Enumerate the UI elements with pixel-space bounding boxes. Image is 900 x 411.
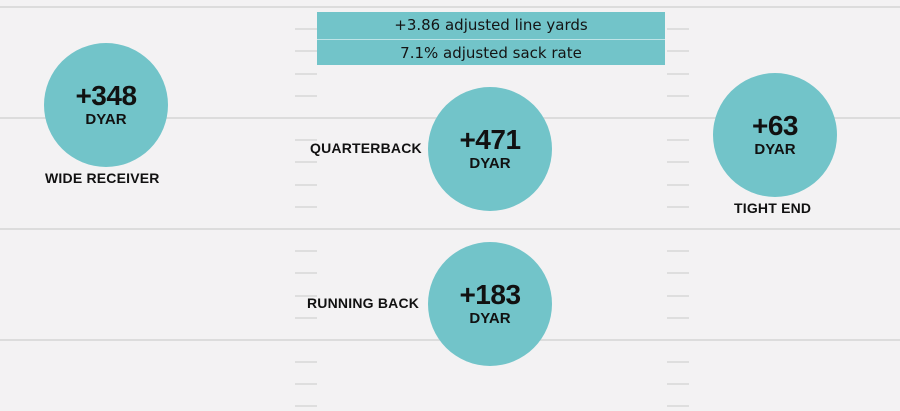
hash-mark (295, 383, 317, 385)
hash-mark (295, 95, 317, 97)
hash-mark (667, 272, 689, 274)
wide-receiver-dyar-value: +348 (75, 80, 137, 111)
sack-rate-stat: 7.1% adjusted sack rate (317, 38, 665, 67)
hash-mark (667, 383, 689, 385)
hash-mark (295, 50, 317, 52)
hash-mark (295, 73, 317, 75)
hash-mark (667, 206, 689, 208)
wide-receiver-circle: +348 DYAR (44, 43, 168, 167)
hash-mark (295, 139, 317, 141)
running-back-dyar-value: +183 (459, 279, 521, 310)
hash-mark (295, 250, 317, 252)
hash-mark (295, 317, 317, 319)
hash-mark (295, 184, 317, 186)
hash-mark (667, 28, 689, 30)
quarterback-dyar-unit: DYAR (469, 155, 511, 172)
hash-mark (667, 50, 689, 52)
hash-mark (295, 361, 317, 363)
tight-end-dyar-unit: DYAR (754, 141, 796, 158)
hash-mark (667, 405, 689, 407)
hash-mark (667, 139, 689, 141)
hash-mark (295, 272, 317, 274)
hash-mark (295, 295, 317, 297)
hash-mark (667, 295, 689, 297)
line-yards-stat: +3.86 adjusted line yards (394, 16, 588, 34)
hash-mark (295, 161, 317, 163)
hash-mark (295, 206, 317, 208)
yard-line (0, 228, 900, 230)
hash-mark (295, 405, 317, 407)
wide-receiver-label: WIDE RECEIVER (45, 170, 160, 186)
hash-mark (667, 361, 689, 363)
running-back-dyar-unit: DYAR (469, 310, 511, 327)
quarterback-circle: +471 DYAR (428, 87, 552, 211)
wide-receiver-dyar-unit: DYAR (85, 111, 127, 128)
tight-end-dyar-value: +63 (752, 110, 799, 141)
hash-mark (667, 250, 689, 252)
running-back-circle: +183 DYAR (428, 242, 552, 366)
hash-mark (667, 73, 689, 75)
quarterback-dyar-value: +471 (459, 124, 521, 155)
offensive-line-box: +3.86 adjusted line yards 7.1% adjusted … (317, 12, 665, 65)
tight-end-label: TIGHT END (734, 200, 812, 216)
hash-mark (667, 184, 689, 186)
tight-end-circle: +63 DYAR (713, 73, 837, 197)
hash-mark (667, 317, 689, 319)
running-back-label: RUNNING BACK (307, 295, 420, 311)
yard-line (0, 6, 900, 8)
hash-mark (667, 95, 689, 97)
hash-mark (667, 161, 689, 163)
hash-mark (295, 28, 317, 30)
quarterback-label: QUARTERBACK (310, 140, 422, 156)
